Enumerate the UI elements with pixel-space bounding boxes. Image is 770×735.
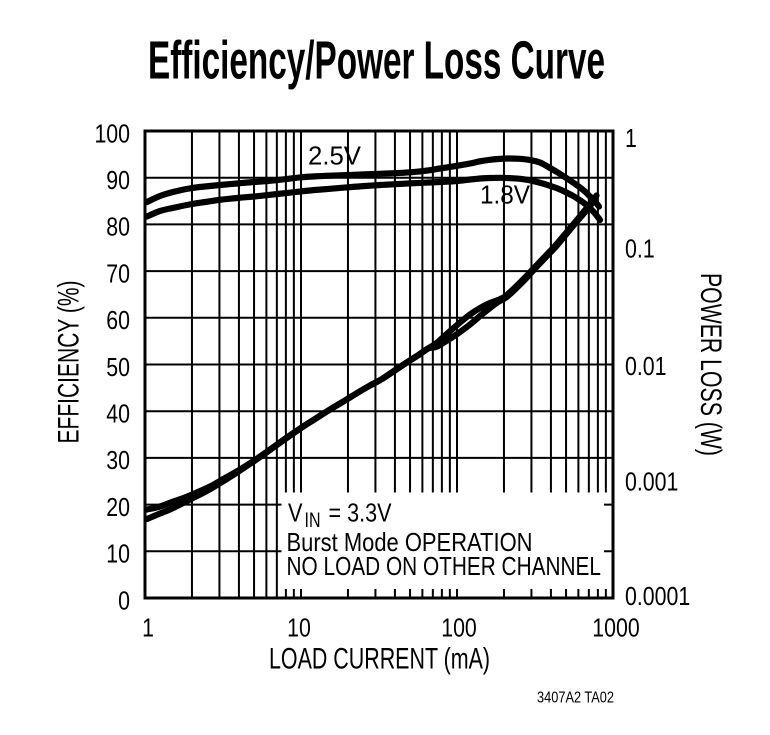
svg-text:EFFICIENCY (%): EFFICIENCY (%)	[53, 281, 86, 444]
svg-text:50: 50	[106, 354, 130, 382]
svg-text:70: 70	[106, 260, 130, 288]
svg-text:60: 60	[106, 307, 130, 335]
svg-text:Burst Mode OPERATION: Burst Mode OPERATION	[287, 527, 533, 557]
svg-text:= 3.3V: = 3.3V	[329, 498, 393, 528]
svg-text:Efficiency/Power Loss Curve: Efficiency/Power Loss Curve	[148, 31, 605, 91]
svg-text:0.1: 0.1	[625, 236, 655, 264]
svg-text:IN: IN	[305, 509, 321, 532]
svg-text:40: 40	[106, 401, 130, 429]
svg-text:0.01: 0.01	[625, 353, 667, 381]
svg-text:100: 100	[441, 615, 477, 643]
svg-text:NO LOAD ON OTHER CHANNEL: NO LOAD ON OTHER CHANNEL	[287, 551, 602, 581]
svg-text:10: 10	[106, 541, 130, 569]
svg-text:LOAD CURRENT (mA): LOAD CURRENT (mA)	[269, 643, 490, 676]
svg-text:1: 1	[625, 125, 637, 153]
svg-text:1.8V: 1.8V	[480, 180, 531, 210]
svg-text:100: 100	[94, 120, 130, 148]
svg-text:V: V	[288, 498, 303, 528]
svg-text:80: 80	[106, 214, 130, 242]
svg-text:1000: 1000	[592, 615, 639, 643]
svg-text:1: 1	[142, 615, 154, 643]
svg-text:20: 20	[106, 494, 130, 522]
svg-text:3407A2 TA02: 3407A2 TA02	[537, 690, 614, 707]
svg-text:2.5V: 2.5V	[308, 140, 362, 170]
svg-text:0: 0	[118, 587, 130, 615]
svg-text:10: 10	[287, 615, 311, 643]
svg-text:30: 30	[106, 447, 130, 475]
svg-text:0.0001: 0.0001	[625, 583, 690, 611]
svg-text:90: 90	[106, 167, 130, 195]
svg-text:0.001: 0.001	[625, 468, 678, 496]
svg-text:POWER LOSS (W): POWER LOSS (W)	[694, 273, 727, 456]
